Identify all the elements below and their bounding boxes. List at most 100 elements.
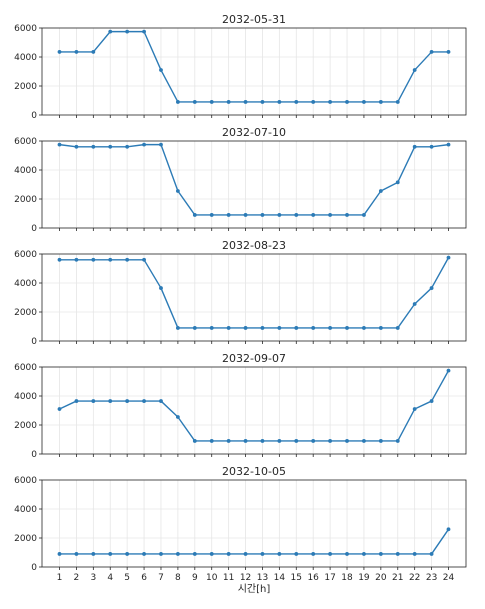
- y-tick-label: 0: [31, 450, 37, 460]
- data-point: [226, 439, 231, 443]
- plot-frame: [41, 27, 467, 116]
- panel-3: 2032-08-23 0 2000 4000 6000: [14, 239, 467, 347]
- data-point: [294, 439, 299, 443]
- y-tick-label: 6000: [14, 250, 37, 260]
- data-point: [328, 100, 333, 104]
- data-point: [311, 100, 316, 104]
- data-point: [91, 50, 96, 54]
- x-tick-label: 4: [107, 573, 113, 583]
- data-point: [378, 552, 383, 556]
- y-tick-label: 0: [31, 111, 37, 121]
- x-tick-label: 24: [443, 573, 455, 583]
- y-tick-label: 2000: [14, 534, 37, 544]
- data-point: [243, 213, 248, 217]
- data-point: [209, 439, 214, 443]
- data-point: [429, 50, 434, 54]
- data-point: [175, 326, 180, 330]
- data-point: [345, 439, 349, 443]
- data-point: [175, 100, 180, 104]
- data-point: [57, 50, 62, 54]
- x-tick-label: 23: [426, 573, 437, 583]
- data-point: [57, 142, 62, 147]
- data-point: [311, 326, 316, 330]
- x-tick-label: 14: [274, 573, 286, 583]
- data-point: [446, 50, 451, 54]
- y-tick-label: 6000: [14, 24, 37, 34]
- data-point: [412, 552, 417, 556]
- data-point: [429, 552, 434, 556]
- series-line: [59, 143, 449, 216]
- data-point: [108, 29, 113, 34]
- data-point: [277, 552, 282, 556]
- data-point: [412, 302, 417, 306]
- y-tick-label: 2000: [14, 308, 37, 318]
- data-point: [328, 326, 333, 330]
- data-point: [311, 213, 316, 217]
- data-point: [91, 257, 96, 262]
- data-point: [294, 100, 299, 104]
- x-tick-label: 10: [206, 573, 218, 583]
- data-point: [57, 407, 62, 411]
- data-point: [192, 552, 197, 556]
- data-point: [260, 552, 265, 556]
- data-point: [260, 439, 265, 443]
- data-point: [362, 326, 366, 330]
- data-point: [142, 552, 146, 556]
- data-point: [74, 144, 79, 149]
- data-point: [108, 552, 113, 556]
- data-point: [345, 326, 349, 330]
- data-point: [412, 144, 417, 149]
- data-point: [192, 326, 197, 330]
- data-point: [362, 213, 366, 217]
- x-tick-label: 20: [375, 573, 387, 583]
- data-point: [226, 100, 231, 104]
- data-point: [243, 326, 248, 330]
- data-point: [446, 142, 451, 147]
- x-tick-label: 8: [175, 573, 181, 583]
- series-line: [59, 528, 450, 555]
- data-point: [345, 100, 349, 104]
- data-point: [362, 552, 366, 556]
- data-point: [159, 399, 163, 403]
- data-point: [311, 439, 316, 443]
- panel-title: 2032-09-07: [222, 352, 286, 365]
- x-tick-label: 7: [158, 573, 164, 583]
- y-tick-label: 6000: [14, 137, 37, 147]
- data-point: [192, 100, 197, 104]
- data-point: [125, 257, 130, 262]
- data-point: [108, 257, 113, 262]
- data-point: [412, 407, 417, 411]
- panel-title: 2032-08-23: [222, 239, 286, 252]
- data-point: [209, 552, 214, 556]
- data-point: [294, 326, 299, 330]
- x-tick-label: 22: [409, 573, 420, 583]
- x-tick-label: 11: [223, 573, 234, 583]
- series-line: [59, 370, 450, 442]
- x-tick-label: 2: [74, 573, 80, 583]
- data-point: [328, 439, 333, 443]
- data-point: [142, 142, 146, 147]
- y-tick-label: 0: [31, 224, 37, 234]
- data-point: [226, 326, 231, 330]
- plot-frame: [41, 479, 467, 568]
- y-tick-label: 6000: [14, 363, 37, 373]
- data-point: [446, 255, 451, 260]
- panel-1: 2032-05-31 0 2000 4000 6000: [14, 13, 467, 121]
- data-point: [260, 213, 265, 217]
- plot-frame: [41, 253, 467, 342]
- data-point: [209, 213, 214, 217]
- data-point: [125, 552, 130, 556]
- data-point: [395, 552, 400, 556]
- data-point: [74, 50, 79, 54]
- data-point: [260, 100, 265, 104]
- y-tick-label: 4000: [14, 392, 37, 402]
- data-point: [175, 189, 180, 193]
- data-point: [57, 257, 62, 262]
- data-point: [142, 399, 146, 403]
- data-point: [142, 29, 146, 34]
- data-point: [108, 144, 113, 149]
- data-point: [74, 257, 79, 262]
- data-point: [74, 399, 79, 403]
- x-tick-label: 13: [257, 573, 268, 583]
- x-tick-label: 17: [324, 573, 335, 583]
